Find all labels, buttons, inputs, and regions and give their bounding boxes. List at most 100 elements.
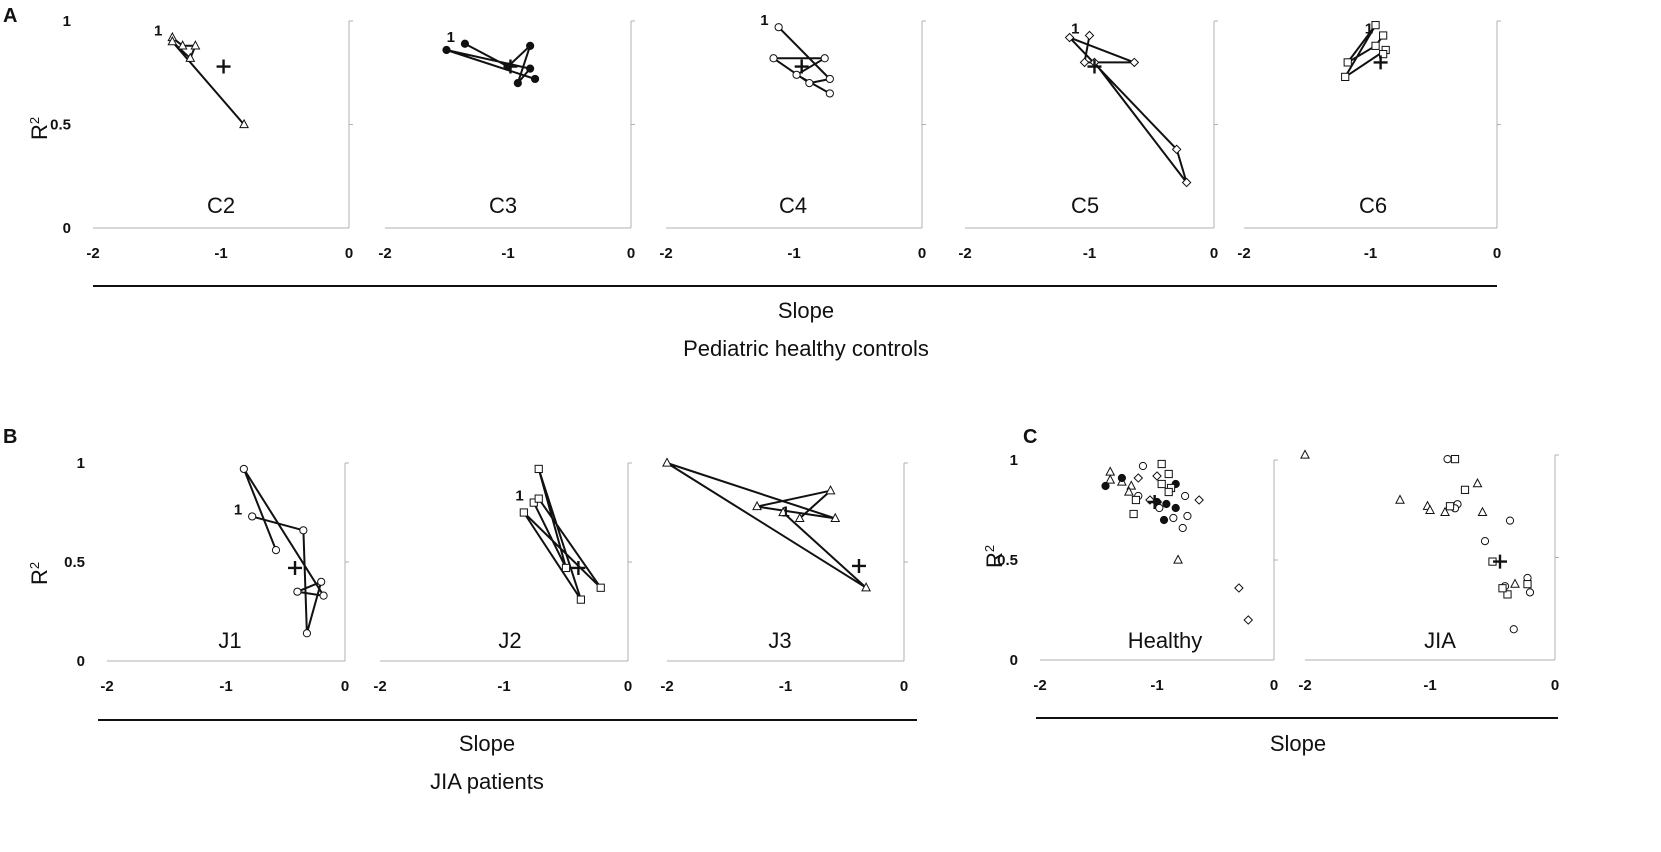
panel-letter-a: A bbox=[3, 5, 17, 27]
trajectory-line bbox=[524, 469, 601, 600]
data-point bbox=[1139, 462, 1146, 469]
trajectory-line bbox=[447, 44, 536, 83]
panel-j3: -2 -1 0 1 J3 bbox=[660, 458, 908, 695]
trajectory-line bbox=[667, 463, 866, 588]
data-point bbox=[1184, 512, 1191, 519]
x-tick-label: 0 bbox=[341, 678, 349, 695]
x-tick-label: -1 bbox=[787, 245, 800, 262]
data-point bbox=[249, 513, 256, 520]
x-tick-label: 0 bbox=[1270, 677, 1278, 694]
data-point bbox=[1451, 456, 1458, 463]
data-point bbox=[1179, 524, 1186, 531]
data-point bbox=[1235, 584, 1243, 592]
mean-marker bbox=[217, 60, 231, 74]
x-tick-label: 0 bbox=[1210, 245, 1218, 262]
data-point bbox=[1499, 585, 1506, 592]
data-point bbox=[793, 71, 800, 78]
data-point bbox=[303, 630, 310, 637]
panel-label: C5 bbox=[1071, 193, 1099, 218]
data-point bbox=[1344, 59, 1351, 66]
panel-letter-c: C bbox=[1023, 426, 1037, 448]
data-point bbox=[1172, 504, 1179, 511]
data-point bbox=[443, 46, 450, 53]
y-tick-label: 1 bbox=[63, 13, 71, 30]
data-point bbox=[1524, 581, 1531, 588]
mean-marker bbox=[852, 559, 866, 573]
data-point bbox=[775, 24, 782, 31]
data-point bbox=[1118, 474, 1125, 481]
data-point bbox=[531, 75, 538, 82]
panel-label: JIA bbox=[1424, 628, 1456, 653]
y-axis-title-a: R2 bbox=[27, 117, 52, 140]
x-tick-label: 0 bbox=[345, 245, 353, 262]
data-point bbox=[1165, 488, 1172, 495]
panel-label: C3 bbox=[489, 193, 517, 218]
panel-label: C4 bbox=[779, 193, 807, 218]
mean-marker bbox=[288, 561, 302, 575]
data-point bbox=[1181, 492, 1188, 499]
x-axis-title-c: Slope bbox=[1270, 731, 1326, 756]
x-tick-label: -1 bbox=[497, 678, 510, 695]
data-point bbox=[1195, 496, 1203, 504]
data-point bbox=[527, 65, 534, 72]
x-tick-label: -1 bbox=[779, 678, 792, 695]
data-point bbox=[826, 90, 833, 97]
y-tick-label: 0.5 bbox=[64, 554, 85, 571]
panel-j1: -2 -1 0 0 0.5 1 1 J1 bbox=[64, 455, 349, 695]
data-point bbox=[514, 80, 521, 87]
data-point bbox=[1153, 472, 1161, 480]
data-point bbox=[1106, 467, 1114, 475]
data-point bbox=[1158, 480, 1165, 487]
data-point bbox=[1461, 486, 1468, 493]
panel-j2: -2 -1 0 1 J2 bbox=[373, 463, 632, 695]
data-point bbox=[240, 465, 247, 472]
panel-c5: -2 -1 01C5 bbox=[958, 20, 1218, 262]
data-point bbox=[1170, 514, 1177, 521]
x-tick-label: 0 bbox=[627, 245, 635, 262]
data-point bbox=[1130, 510, 1137, 517]
data-point bbox=[272, 547, 279, 554]
x-tick-label: -1 bbox=[1083, 245, 1096, 262]
data-point bbox=[1372, 42, 1379, 49]
panel-c6: -2 -1 0 1 C6 bbox=[1237, 20, 1501, 262]
y-axis-title-b: R2 bbox=[27, 562, 52, 585]
mean-marker bbox=[503, 60, 517, 74]
y-tick-label: 0 bbox=[1010, 652, 1018, 669]
data-point bbox=[1481, 538, 1488, 545]
panel-letter-b: B bbox=[3, 426, 17, 448]
x-tick-label: -2 bbox=[1033, 677, 1046, 694]
data-point bbox=[1130, 58, 1138, 66]
panel-c3: -2 -1 0 1 C3 bbox=[378, 21, 635, 262]
start-label: 1 bbox=[781, 503, 789, 520]
panel-label: C6 bbox=[1359, 193, 1387, 218]
data-point bbox=[826, 75, 833, 82]
panel-label: J1 bbox=[218, 628, 241, 653]
start-label: 1 bbox=[154, 23, 162, 40]
data-point bbox=[1080, 58, 1088, 66]
data-point bbox=[1301, 450, 1309, 458]
x-tick-label: -2 bbox=[378, 245, 391, 262]
start-label: 1 bbox=[447, 29, 455, 46]
data-point bbox=[806, 80, 813, 87]
data-point bbox=[1085, 31, 1093, 39]
data-point bbox=[300, 527, 307, 534]
data-point bbox=[1506, 517, 1513, 524]
data-point bbox=[1244, 616, 1252, 624]
data-point bbox=[1396, 496, 1404, 504]
data-point bbox=[320, 592, 327, 599]
data-point bbox=[461, 40, 468, 47]
data-point bbox=[821, 55, 828, 62]
data-point bbox=[597, 584, 604, 591]
y-tick-label: 0.5 bbox=[997, 552, 1018, 569]
panel-label: Healthy bbox=[1128, 628, 1203, 653]
y-tick-label: 0 bbox=[77, 653, 85, 670]
data-point bbox=[770, 55, 777, 62]
data-point bbox=[1163, 500, 1170, 507]
x-tick-label: -1 bbox=[219, 678, 232, 695]
data-point bbox=[520, 509, 527, 516]
trajectory-line bbox=[172, 38, 244, 125]
data-point bbox=[1380, 32, 1387, 39]
data-point bbox=[1102, 482, 1109, 489]
panel-jia: -2 -1 0 JIA bbox=[1298, 450, 1559, 694]
x-tick-label: -2 bbox=[958, 245, 971, 262]
